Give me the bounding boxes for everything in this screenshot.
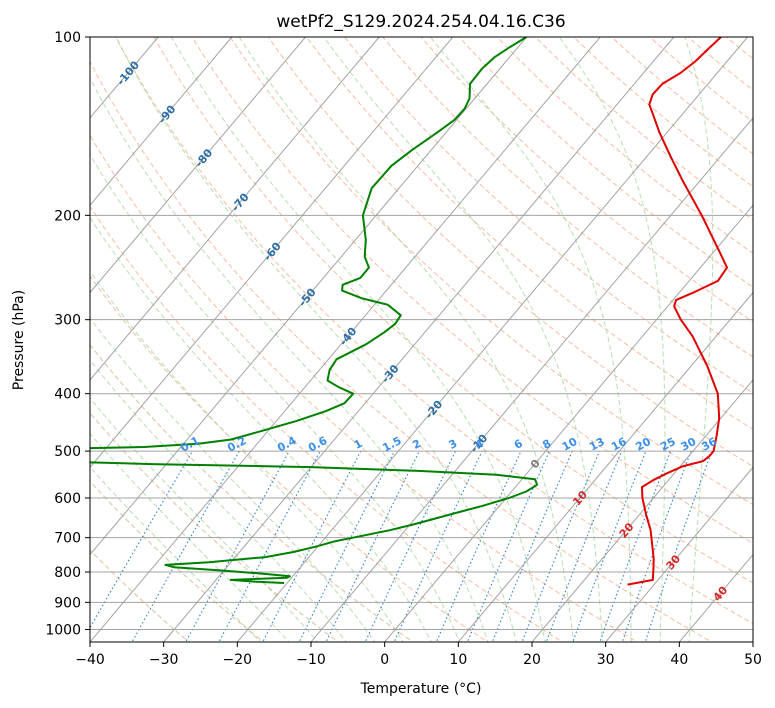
dry-adiabat-line <box>229 37 753 506</box>
dry-adiabat-line <box>90 412 340 642</box>
mixing-ratio-line <box>90 450 193 629</box>
mixing-ratio-line <box>218 450 321 642</box>
y-tick-label: 1000 <box>45 622 81 638</box>
moist-adiabat-line <box>90 153 461 642</box>
isotherm-line <box>310 117 753 642</box>
x-axis-label: Temperature (°C) <box>360 681 482 697</box>
profile-series <box>90 37 728 586</box>
mixing-ratio-label: 30 <box>679 435 699 454</box>
y-tick-label: 500 <box>54 444 81 460</box>
plot-background <box>90 37 753 642</box>
dry-adiabat-line <box>267 37 753 468</box>
mixing-ratio-label: 20 <box>633 435 653 454</box>
x-tick-label: −40 <box>75 652 105 668</box>
axis-ticks: −40 −30 −20 −10 0 10 20 30 40 50 100 200 300 400 500 60… <box>45 30 762 668</box>
mixing-ratio-label: 16 <box>609 435 629 454</box>
x-tick-label: −10 <box>296 652 326 668</box>
x-tick-label: −20 <box>223 652 253 668</box>
mixing-ratio-label: 13 <box>587 435 607 454</box>
x-tick-label: 40 <box>670 652 688 668</box>
y-axis-label: Pressure (hPa) <box>11 290 27 390</box>
dry-adiabat-line <box>382 37 753 358</box>
y-tick-label: 300 <box>54 313 81 329</box>
y-tick-label: 900 <box>54 595 81 611</box>
isotherm-lines <box>90 37 753 642</box>
mixing-ratio-line <box>545 450 623 642</box>
chart-title: wetPf2_S129.2024.254.04.16.C36 <box>276 12 565 32</box>
mixing-ratio-line <box>621 450 692 642</box>
x-tick-label: −30 <box>149 652 179 668</box>
isotherm-line <box>531 379 753 642</box>
plot-area: -100-90-80-70-60-50-40-30-20-10010203040… <box>89 36 754 643</box>
y-tick-label: 800 <box>54 565 81 581</box>
plot-frame <box>89 36 754 643</box>
y-tick-label: 400 <box>54 387 81 403</box>
line-labels: -100-90-80-70-60-50-40-30-20-10010203040… <box>114 58 730 604</box>
mixing-ratio-line <box>644 450 713 642</box>
dewpoint-profile-line <box>90 37 539 584</box>
y-tick-label: 100 <box>54 30 81 46</box>
isotherm-line <box>90 37 601 642</box>
mixing-ratio-line <box>491 450 573 642</box>
isotherm-line <box>163 37 675 642</box>
moist-adiabat-line <box>90 359 347 642</box>
isotherm-line <box>90 37 380 381</box>
x-tick-label: 10 <box>449 652 467 668</box>
mixing-ratio-label: 10 <box>560 435 580 454</box>
dry-adiabat-line <box>90 205 564 642</box>
x-tick-label: 50 <box>744 652 762 668</box>
mixing-ratio-line <box>599 450 672 642</box>
isotherm-line <box>90 37 527 556</box>
isotherm-line <box>90 37 306 294</box>
x-tick-label: 20 <box>523 652 541 668</box>
isotherm-line <box>90 37 233 206</box>
temperature-profile-line <box>627 37 728 586</box>
mixing-ratio-label: 36 <box>699 435 719 454</box>
mixing-ratio-line <box>572 450 647 642</box>
mixing-ratio-line <box>393 450 483 642</box>
dry-adiabat-line <box>153 37 753 584</box>
y-tick-label: 600 <box>54 491 81 507</box>
mixing-ratio-label: 25 <box>658 435 678 454</box>
isotherm-line <box>457 291 753 642</box>
mixing-ratio-line <box>521 450 601 642</box>
x-tick-label: 0 <box>380 652 389 668</box>
isotherm-line <box>90 37 454 469</box>
y-tick-label: 700 <box>54 531 81 547</box>
isotherm-line <box>384 204 753 642</box>
dry-adiabat-line <box>115 37 753 625</box>
x-tick-label: 30 <box>597 652 615 668</box>
y-tick-label: 200 <box>54 208 81 224</box>
isotherm-line <box>605 466 753 642</box>
